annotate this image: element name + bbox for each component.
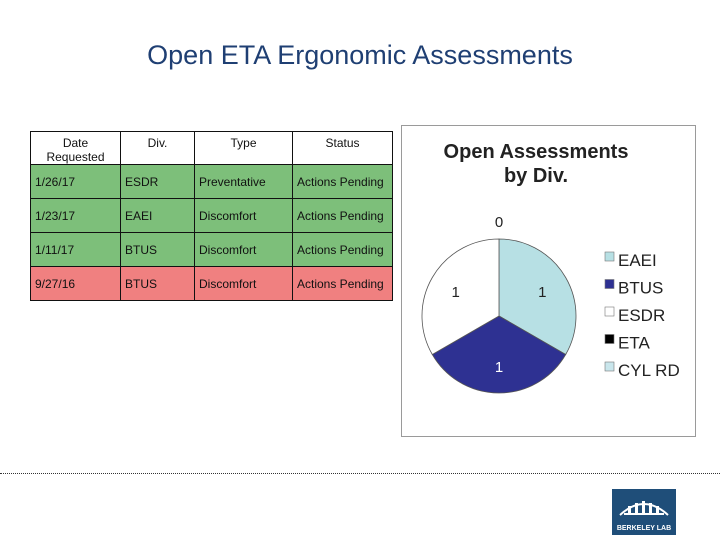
- div-cell: BTUS: [120, 232, 195, 267]
- table-row: 9/27/16 BTUS Discomfort Actions Pending: [30, 266, 393, 301]
- type-cell: Discomfort: [194, 232, 293, 267]
- date-cell: 1/23/17: [30, 198, 121, 233]
- legend-label-esdr: ESDR: [618, 306, 665, 325]
- pie-chart-panel: Open Assessments by Div. 1 1 1 0 EAEI BTUS ESDR E…: [401, 125, 696, 437]
- status-cell: Actions Pending: [292, 198, 393, 233]
- header-date-requested: Date Requested: [30, 131, 121, 165]
- legend-swatch-btus: [604, 279, 615, 289]
- data-label-esdr: 1: [451, 284, 459, 301]
- type-cell: Discomfort: [194, 198, 293, 233]
- slide-title: Open ETA Ergonomic Assessments: [147, 40, 573, 70]
- legend-swatch-esdr: [604, 306, 615, 317]
- table-row: 1/23/17 EAEI Discomfort Actions Pending: [30, 198, 393, 233]
- header-status: Status: [292, 131, 393, 165]
- legend-swatch-eaei: [604, 251, 615, 262]
- logo-text: BERKELEY LAB: [616, 525, 672, 532]
- lab-building-icon: [619, 501, 669, 516]
- legend-swatch-eta: [604, 334, 615, 344]
- pie-slice-btus: [431, 315, 567, 394]
- type-cell: Preventative: [194, 164, 293, 199]
- table-row: 1/11/17 BTUS Discomfort Actions Pending: [30, 232, 393, 267]
- legend-label-btus: BTUS: [618, 279, 663, 298]
- chart-title-line: by Div.: [504, 165, 568, 187]
- legend-label-eta: ETA: [618, 334, 650, 353]
- date-cell: 9/27/16: [30, 266, 121, 301]
- div-cell: ESDR: [120, 164, 195, 199]
- footer-divider: [0, 473, 720, 474]
- div-cell: BTUS: [120, 266, 195, 301]
- data-label-eta: 0: [495, 214, 503, 231]
- berkeley-lab-logo: BERKELEY LAB: [612, 489, 676, 535]
- status-cell: Actions Pending: [292, 232, 393, 267]
- table-row: 1/26/17 ESDR Preventative Actions Pending: [30, 164, 393, 199]
- legend-label-cyl-rd: CYL RD: [618, 361, 680, 380]
- table-header-row: Date Requested Div. Type Status: [30, 131, 393, 165]
- assessments-table: Date Requested Div. Type Status 1/26/17 E…: [30, 131, 393, 301]
- data-label-btus: 1: [495, 359, 503, 376]
- status-cell: Actions Pending: [292, 266, 393, 301]
- pie-slice-eaei: [498, 238, 577, 356]
- date-cell: 1/11/17: [30, 232, 121, 267]
- data-label-eaei: 1: [538, 284, 546, 301]
- status-cell: Actions Pending: [292, 164, 393, 199]
- legend-swatch-cyl-rd: [604, 361, 615, 372]
- div-cell: EAEI: [120, 198, 195, 233]
- type-cell: Discomfort: [194, 266, 293, 301]
- chart-title-line: Open Assessments: [444, 141, 629, 163]
- date-cell: 1/26/17: [30, 164, 121, 199]
- legend-label-eaei: EAEI: [618, 251, 657, 270]
- header-type: Type: [194, 131, 293, 165]
- pie-slice-esdr: [421, 238, 500, 356]
- header-div: Div.: [120, 131, 195, 165]
